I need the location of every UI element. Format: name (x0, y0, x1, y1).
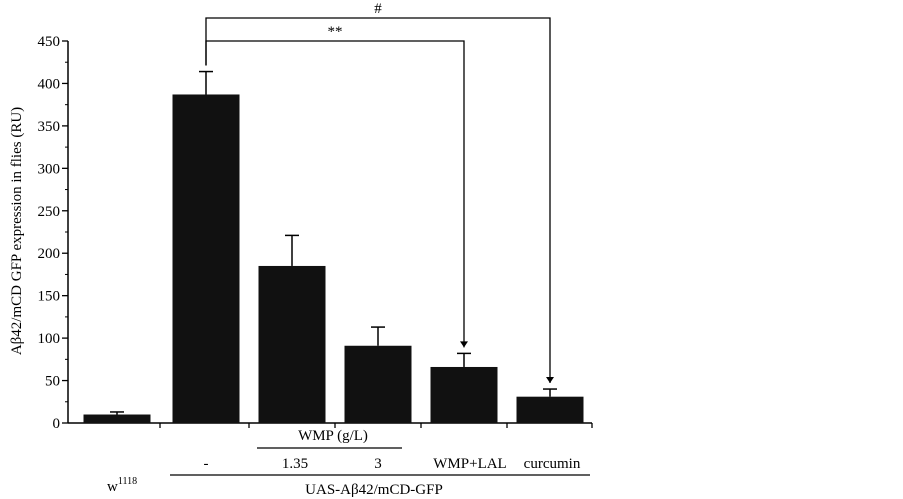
uas-group-label: UAS-Aβ42/mCD-GFP (305, 482, 443, 498)
significance-arrow-0 (460, 341, 468, 348)
significance-label-0: ** (328, 24, 343, 40)
significance-arrow-1 (546, 377, 554, 384)
y-tick-label: 50 (45, 374, 60, 390)
significance-bracket-0 (205, 40, 465, 348)
x-label-w1118: w1118 (107, 476, 137, 495)
bar-5 (516, 396, 584, 423)
y-axis-title: Aβ42/mCD GFP expression in flies (RU) (9, 107, 25, 355)
bars (83, 70, 584, 423)
x-label-w1118-superscript: 1118 (118, 476, 137, 487)
y-axis: 0 50 100 150 200 250 300 350 400 450 (38, 34, 593, 432)
bar-0 (83, 414, 151, 423)
x-label-3: 3 (374, 456, 382, 472)
x-label-dash: - (204, 456, 209, 472)
y-tick-label: 300 (38, 161, 61, 177)
significance-bracket-1 (205, 17, 551, 384)
y-tick-label: 200 (38, 246, 61, 262)
y-tick-label: 250 (38, 204, 61, 220)
x-label-wmp-lal: WMP+LAL (433, 456, 506, 472)
y-tick-label: 400 (38, 76, 61, 92)
x-label-1-35: 1.35 (282, 456, 308, 472)
x-axis-labels: w1118 - 1.35 3 WMP+LAL curcumin WMP (g/L… (107, 428, 590, 498)
y-tick-label: 0 (53, 416, 61, 432)
bar-1 (172, 94, 240, 423)
y-tick-label: 150 (38, 289, 61, 305)
x-label-curcumin: curcumin (524, 456, 581, 472)
y-tick-label: 450 (38, 34, 61, 50)
bar-4 (430, 366, 498, 423)
y-tick-label: 350 (38, 119, 61, 135)
significance-label-1: # (374, 1, 382, 17)
bar-2 (258, 265, 326, 423)
y-tick-label: 100 (38, 331, 61, 347)
bar-3 (344, 345, 412, 423)
significance-brackets: ** # (205, 1, 554, 384)
wmp-group-label: WMP (g/L) (298, 428, 368, 444)
